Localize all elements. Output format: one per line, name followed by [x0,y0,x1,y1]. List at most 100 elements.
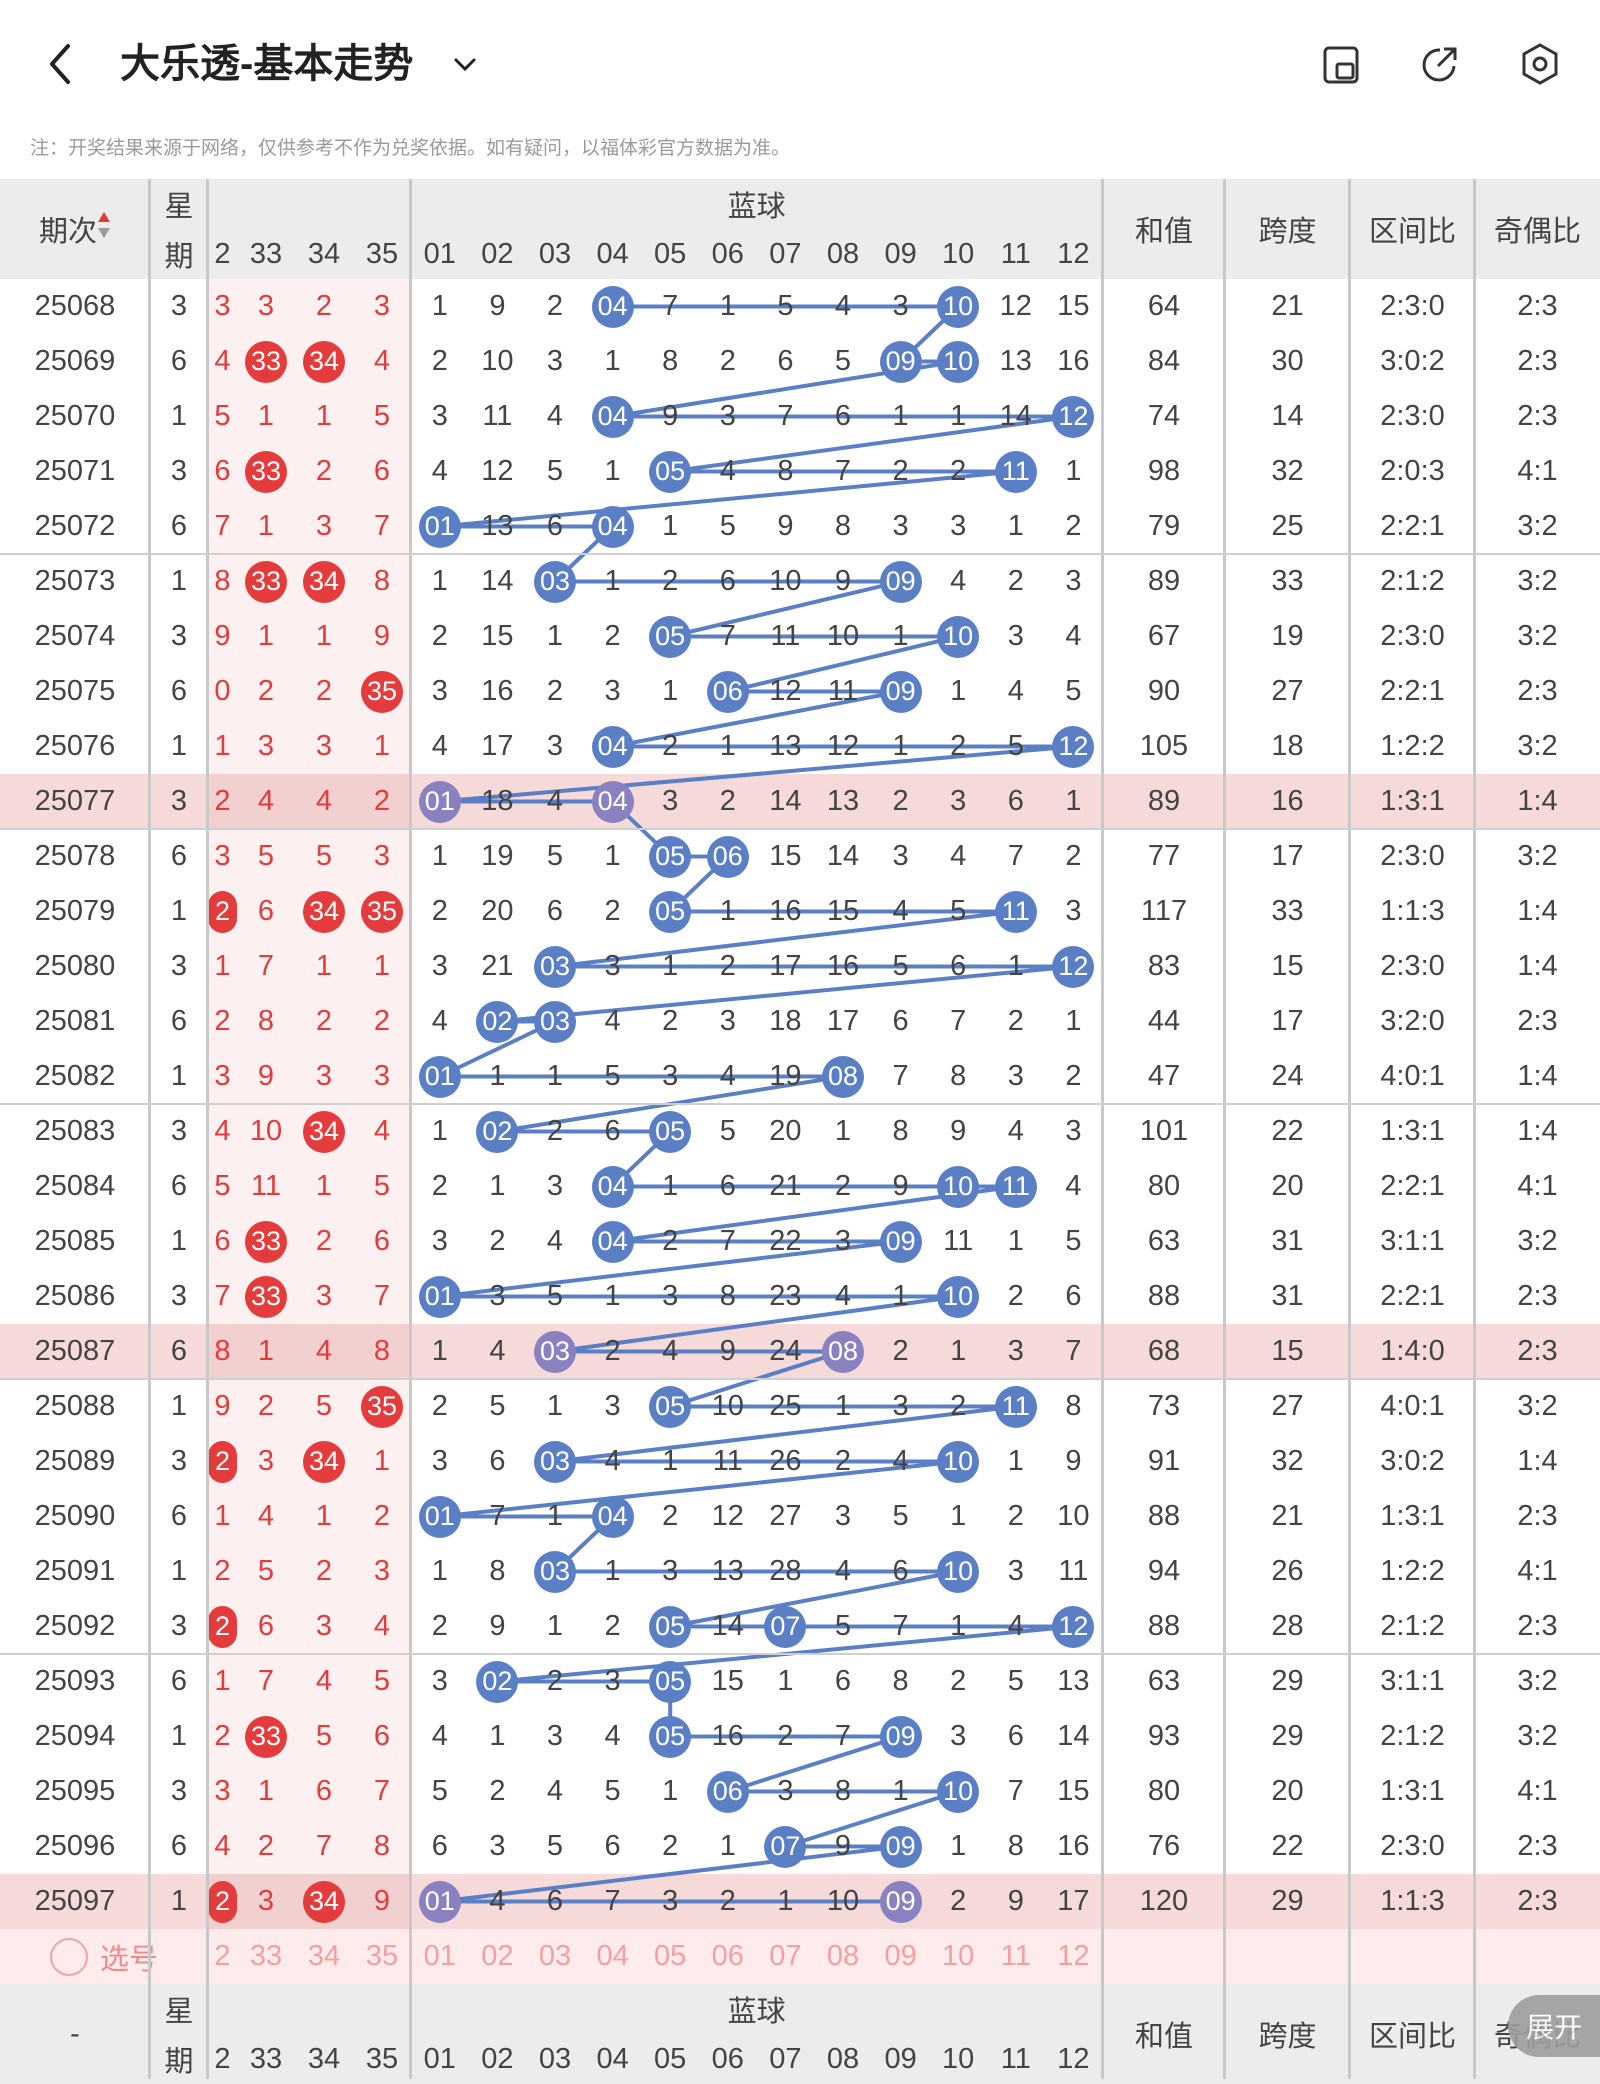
blue-cell: 01 [411,1489,469,1544]
blue-cell: 8 [834,1775,852,1807]
select-button[interactable]: 选号 [0,1929,208,1984]
red-cell: 7 [373,1280,391,1312]
red-cell: 2 [214,785,231,817]
red-zone-bg [208,389,411,444]
blue-cell: 13 [481,510,514,542]
blue-cell: 2 [546,1665,564,1697]
blue-cell: 1 [1007,1445,1024,1477]
blue-cell: 3 [662,1060,679,1092]
odd-even-cell: 1:4 [1517,895,1558,927]
odd-even-cell: 3:2 [1517,510,1558,542]
blue-cell: 13 [711,1555,744,1587]
blue-cell: 16 [769,895,802,927]
share-icon[interactable] [1418,42,1462,86]
device-icon[interactable] [1320,42,1364,86]
blue-cell: 2 [431,1390,448,1422]
sum-cell: 84 [1147,345,1181,377]
blue-cell: 10 [929,1434,987,1489]
sort-icon[interactable] [97,210,111,248]
blue-ball: 04 [591,505,634,548]
odd-even-cell: 1:4 [1517,1115,1558,1147]
blue-cell: 10 [481,345,514,377]
red-zone-bg [208,1654,411,1709]
zone-ratio-cell: 1:1:3 [1380,1885,1445,1917]
select-blue-number[interactable]: 12 [1057,1940,1090,1972]
back-arrow-icon[interactable] [38,40,86,88]
blue-cell: 5 [546,1830,564,1862]
red-cell: 1 [373,950,391,982]
blue-ball: 04 [591,1495,634,1538]
blue-cell: 11 [987,1379,1045,1434]
select-blue-number[interactable]: 06 [711,1940,744,1972]
red-cell: 7 [373,510,391,542]
blue-cell: 1 [892,1280,909,1312]
period-cell: 25087 [34,1335,116,1367]
blue-cell: 8 [1065,1390,1082,1422]
blue-cell: 6 [950,950,967,982]
blue-cell: 3 [950,1720,967,1752]
blue-ball: 05 [649,1660,692,1703]
red-cell: 9 [373,1885,391,1917]
select-blue-number[interactable]: 09 [884,1940,917,1972]
blue-cell: 01 [411,1874,469,1929]
sum-header: 和值 [1103,179,1225,279]
select-blue-number[interactable]: 08 [826,1940,860,1972]
blue-cell: 10 [929,1269,987,1324]
select-blue-number[interactable]: 11 [1000,1940,1031,1972]
period-cell: 25095 [34,1775,116,1807]
select-blue-number[interactable]: 07 [769,1940,802,1972]
red-zone-bg [208,609,411,664]
radio-circle-icon[interactable] [49,1937,88,1976]
period-header-label[interactable]: 期次 [38,216,97,248]
select-blue-number[interactable]: 02 [481,1940,514,1972]
blue-cell: 5 [604,1775,621,1807]
select-red-number[interactable]: 34 [307,1940,341,1972]
select-red-number[interactable]: 33 [249,1940,283,1972]
blue-cell: 1 [662,1170,679,1202]
chevron-down-icon[interactable] [450,50,480,80]
blue-cell: 2 [892,1335,909,1367]
weekday-cell: 6 [170,510,188,542]
select-blue-number[interactable]: 04 [596,1940,629,1972]
blue-ball: 10 [937,285,980,328]
span-cell: 30 [1271,345,1304,377]
select-blue-number[interactable]: 10 [942,1940,975,1972]
footer-blue-number: 12 [1044,2034,1103,2084]
red-zone-bg [208,1489,411,1544]
period-cell: 25082 [34,1060,116,1092]
expand-button[interactable]: 展开 [1508,1995,1600,2057]
blue-ball: 04 [591,1165,634,1208]
blue-ball: 12 [1052,725,1095,768]
select-blue-number[interactable]: 03 [538,1940,572,1972]
weekday-cell: 6 [170,1335,188,1367]
blue-cell: 1 [546,1060,564,1092]
blue-cell: 1 [719,895,736,927]
blue-ball: 05 [649,1605,692,1648]
odd-even-cell: 4:1 [1517,1170,1558,1202]
red-zone-bg [208,1159,411,1214]
blue-cell: 11 [987,444,1045,499]
red-cell: 4 [214,345,231,377]
blue-cell: 17 [769,950,802,982]
red-cell: 9 [257,1060,275,1092]
odd-even-cell: 2:3 [1517,1005,1558,1037]
page-title[interactable]: 大乐透-基本走势 [120,42,414,86]
red-cell: 7 [214,1280,231,1312]
blue-cell: 2 [662,1225,679,1257]
blue-cell: 3 [431,950,448,982]
settings-icon[interactable] [1518,42,1562,86]
blue-ball: 11 [994,1165,1037,1208]
select-red-number[interactable]: 2 [214,1940,231,1972]
column-divider [206,179,209,2079]
odd-even-cell: 3:2 [1517,730,1558,762]
select-blue-number[interactable]: 01 [423,1940,456,1972]
blue-cell: 3 [662,1555,679,1587]
select-blue-number[interactable]: 05 [654,1940,687,1972]
period-cell: 25080 [34,950,116,982]
blue-cell: 08 [814,1049,872,1104]
red-cell: 5 [257,840,275,872]
odd-even-cell: 3:2 [1517,565,1558,597]
blue-ball: 07 [764,1825,807,1868]
blue-cell: 4 [892,1445,909,1477]
select-red-number[interactable]: 35 [365,1940,399,1972]
